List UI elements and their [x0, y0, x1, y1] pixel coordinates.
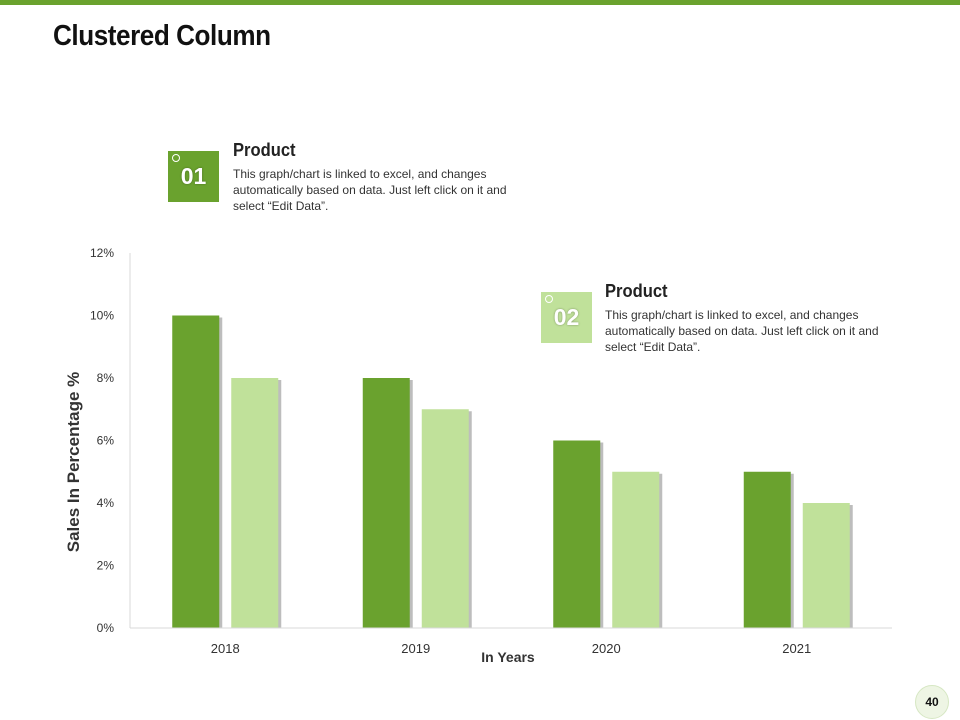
- callout-text: This graph/chart is linked to excel, and…: [605, 308, 879, 354]
- top-accent-bar: [0, 0, 960, 5]
- bar-2021-series-1: [743, 471, 791, 628]
- x-tick-label: 2021: [782, 641, 811, 656]
- y-axis-label: Sales In Percentage %: [64, 372, 83, 552]
- y-tick-label: 4%: [97, 496, 115, 510]
- x-tick-label: 2018: [211, 641, 240, 656]
- bar-2019-series-2: [421, 409, 469, 628]
- x-axis-label: In Years: [481, 649, 535, 665]
- bar-2018-series-2: [231, 378, 279, 628]
- slide-title: Clustered Column: [53, 20, 271, 52]
- page-number: 40: [915, 685, 949, 719]
- y-tick-label: 6%: [97, 434, 115, 448]
- callout-text: This graph/chart is linked to excel, and…: [233, 167, 507, 213]
- badge-number: 01: [180, 163, 207, 189]
- x-tick-label: 2019: [401, 641, 430, 656]
- y-tick-label: 2%: [97, 559, 115, 573]
- y-tick-label: 10%: [90, 309, 114, 323]
- badge-01: 01: [168, 151, 219, 202]
- bar-2019-series-1: [362, 378, 410, 628]
- bar-2020-series-1: [553, 440, 601, 628]
- bar-2020-series-2: [612, 471, 660, 628]
- bar-2021-series-2: [802, 503, 850, 628]
- y-tick-label: 8%: [97, 371, 115, 385]
- callout-heading: Product: [605, 281, 668, 301]
- bar-2018-series-1: [172, 315, 220, 628]
- circle-icon: [545, 295, 553, 303]
- badge-number: 02: [553, 304, 580, 330]
- callout-heading: Product: [233, 140, 296, 160]
- badge-02: 02: [541, 292, 592, 343]
- y-tick-label: 0%: [97, 621, 115, 635]
- y-tick-label: 12%: [90, 246, 114, 260]
- circle-icon: [172, 154, 180, 162]
- x-tick-label: 2020: [592, 641, 621, 656]
